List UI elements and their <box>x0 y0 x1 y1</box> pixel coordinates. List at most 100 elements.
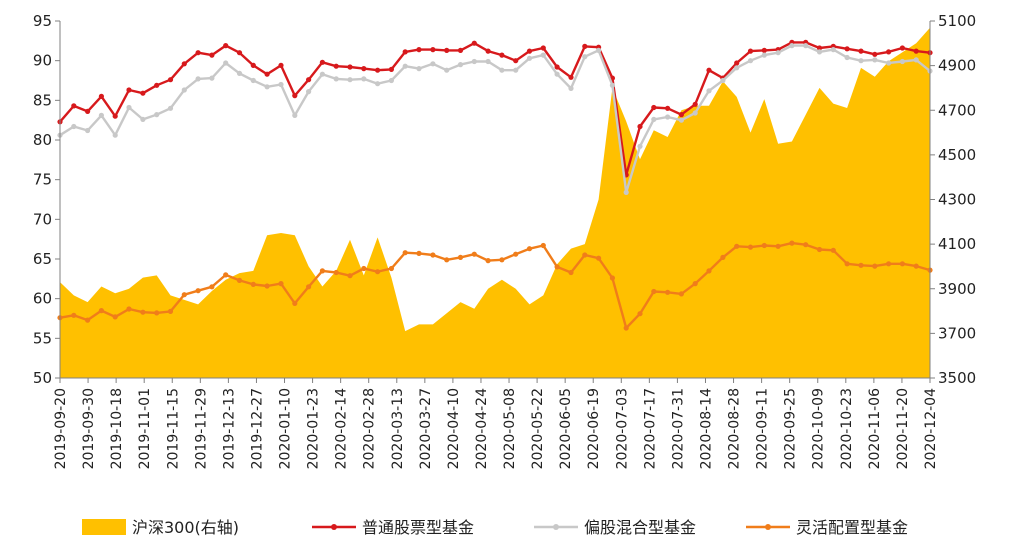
point-series-2-58 <box>858 58 864 64</box>
point-series-1-59 <box>872 51 878 57</box>
point-series-1-24 <box>388 66 394 72</box>
point-series-3-39 <box>596 255 602 261</box>
point-series-1-28 <box>444 47 450 54</box>
x-tick-label-16: 2020-05-08 <box>502 388 518 469</box>
point-series-3-38 <box>582 252 588 258</box>
legend-item-1: 普通股票型基金 <box>312 518 474 537</box>
x-tick-label-9: 2020-01-23 <box>306 388 322 469</box>
legend-label-2: 偏股混合型基金 <box>584 518 696 537</box>
point-series-2-45 <box>678 117 685 123</box>
area-layer <box>60 27 930 378</box>
point-series-2-20 <box>333 76 339 82</box>
point-series-1-18 <box>306 77 312 83</box>
point-series-1-34 <box>526 48 533 54</box>
line-series-2 <box>59 44 931 194</box>
point-series-1-49 <box>734 60 740 66</box>
x-tick-label-3: 2019-11-01 <box>137 388 153 469</box>
point-series-3-59 <box>872 263 878 269</box>
line-series-1 <box>59 41 931 177</box>
y-right-tick-label-2: 3900 <box>938 280 976 298</box>
point-series-2-14 <box>250 77 256 84</box>
point-series-3-15 <box>264 283 270 289</box>
point-series-1-12 <box>223 43 229 49</box>
point-series-1-61 <box>899 45 906 51</box>
point-series-3-44 <box>665 289 671 295</box>
point-series-3-4 <box>112 314 118 320</box>
point-series-1-62 <box>913 48 919 54</box>
x-tick-label-5: 2019-11-29 <box>193 388 209 469</box>
y-left-tick-label-6: 80 <box>33 131 52 149</box>
point-series-3-50 <box>747 244 754 250</box>
point-series-2-1 <box>71 123 77 130</box>
point-series-1-38 <box>582 43 588 50</box>
point-series-1-58 <box>858 48 864 54</box>
x-tick-label-21: 2020-07-17 <box>642 388 658 469</box>
point-series-1-31 <box>485 48 491 54</box>
point-series-3-57 <box>844 261 850 267</box>
point-series-3-2 <box>85 317 91 323</box>
point-series-2-8 <box>167 105 174 111</box>
point-series-3-16 <box>278 281 284 287</box>
point-series-3-28 <box>444 257 450 263</box>
point-series-3-10 <box>195 288 201 294</box>
point-series-3-56 <box>830 247 836 253</box>
point-series-1-13 <box>236 50 243 56</box>
point-series-1-55 <box>816 45 823 51</box>
y-right-tick-label-5: 4500 <box>938 146 976 164</box>
point-series-3-27 <box>430 252 436 258</box>
point-series-1-5 <box>126 87 132 93</box>
point-series-1-36 <box>554 64 560 70</box>
point-series-1-46 <box>692 101 698 107</box>
point-series-2-41 <box>623 189 629 195</box>
legend-item-2: 偏股混合型基金 <box>534 518 696 537</box>
point-series-3-60 <box>886 261 892 267</box>
point-series-2-15 <box>264 84 270 90</box>
point-series-2-9 <box>181 87 187 93</box>
point-series-3-1 <box>71 312 77 318</box>
x-tick-label-7: 2019-12-27 <box>249 388 265 469</box>
point-series-2-57 <box>844 54 850 61</box>
x-tick-label-19: 2020-06-19 <box>586 388 602 469</box>
y-right-tick-label-7: 4900 <box>938 57 976 75</box>
point-series-1-30 <box>471 40 477 46</box>
point-series-1-29 <box>457 47 464 54</box>
point-series-3-7 <box>154 310 160 316</box>
x-tick-label-18: 2020-06-05 <box>558 388 574 469</box>
point-series-2-26 <box>416 66 422 72</box>
point-series-3-54 <box>803 242 809 248</box>
point-series-3-33 <box>513 251 519 257</box>
point-series-2-30 <box>471 58 477 65</box>
point-series-2-53 <box>789 43 795 49</box>
point-series-2-36 <box>554 71 560 77</box>
point-series-3-6 <box>140 309 146 315</box>
point-series-3-23 <box>375 269 381 275</box>
point-series-2-37 <box>568 85 574 91</box>
point-series-1-37 <box>568 74 574 80</box>
x-tick-label-14: 2020-04-10 <box>446 388 462 469</box>
point-series-3-13 <box>236 277 243 283</box>
point-series-1-47 <box>706 67 712 73</box>
point-series-2-23 <box>375 81 381 87</box>
point-series-3-36 <box>554 264 560 270</box>
point-series-2-19 <box>319 71 325 77</box>
x-tick-label-29: 2020-11-06 <box>867 388 883 469</box>
point-series-3-8 <box>167 308 174 314</box>
point-series-2-32 <box>499 67 505 73</box>
axis-layer: 50 55 60 65 70 75 80 85 90 95 3500 3700 3900 4100 4300… <box>33 12 976 469</box>
point-series-1-51 <box>761 47 767 54</box>
point-series-3-12 <box>223 272 229 278</box>
point-series-3-52 <box>775 243 781 249</box>
line-series-3 <box>59 241 931 330</box>
point-series-3-11 <box>209 284 215 290</box>
point-series-2-7 <box>154 112 160 118</box>
point-series-3-5 <box>126 306 132 312</box>
point-series-1-60 <box>886 49 892 55</box>
point-series-2-28 <box>444 67 450 73</box>
x-tick-label-28: 2020-10-23 <box>839 388 855 469</box>
point-series-2-59 <box>872 57 878 63</box>
point-series-3-30 <box>471 251 477 257</box>
point-series-1-57 <box>844 46 850 52</box>
point-series-1-19 <box>319 59 325 65</box>
point-series-3-3 <box>98 308 104 314</box>
